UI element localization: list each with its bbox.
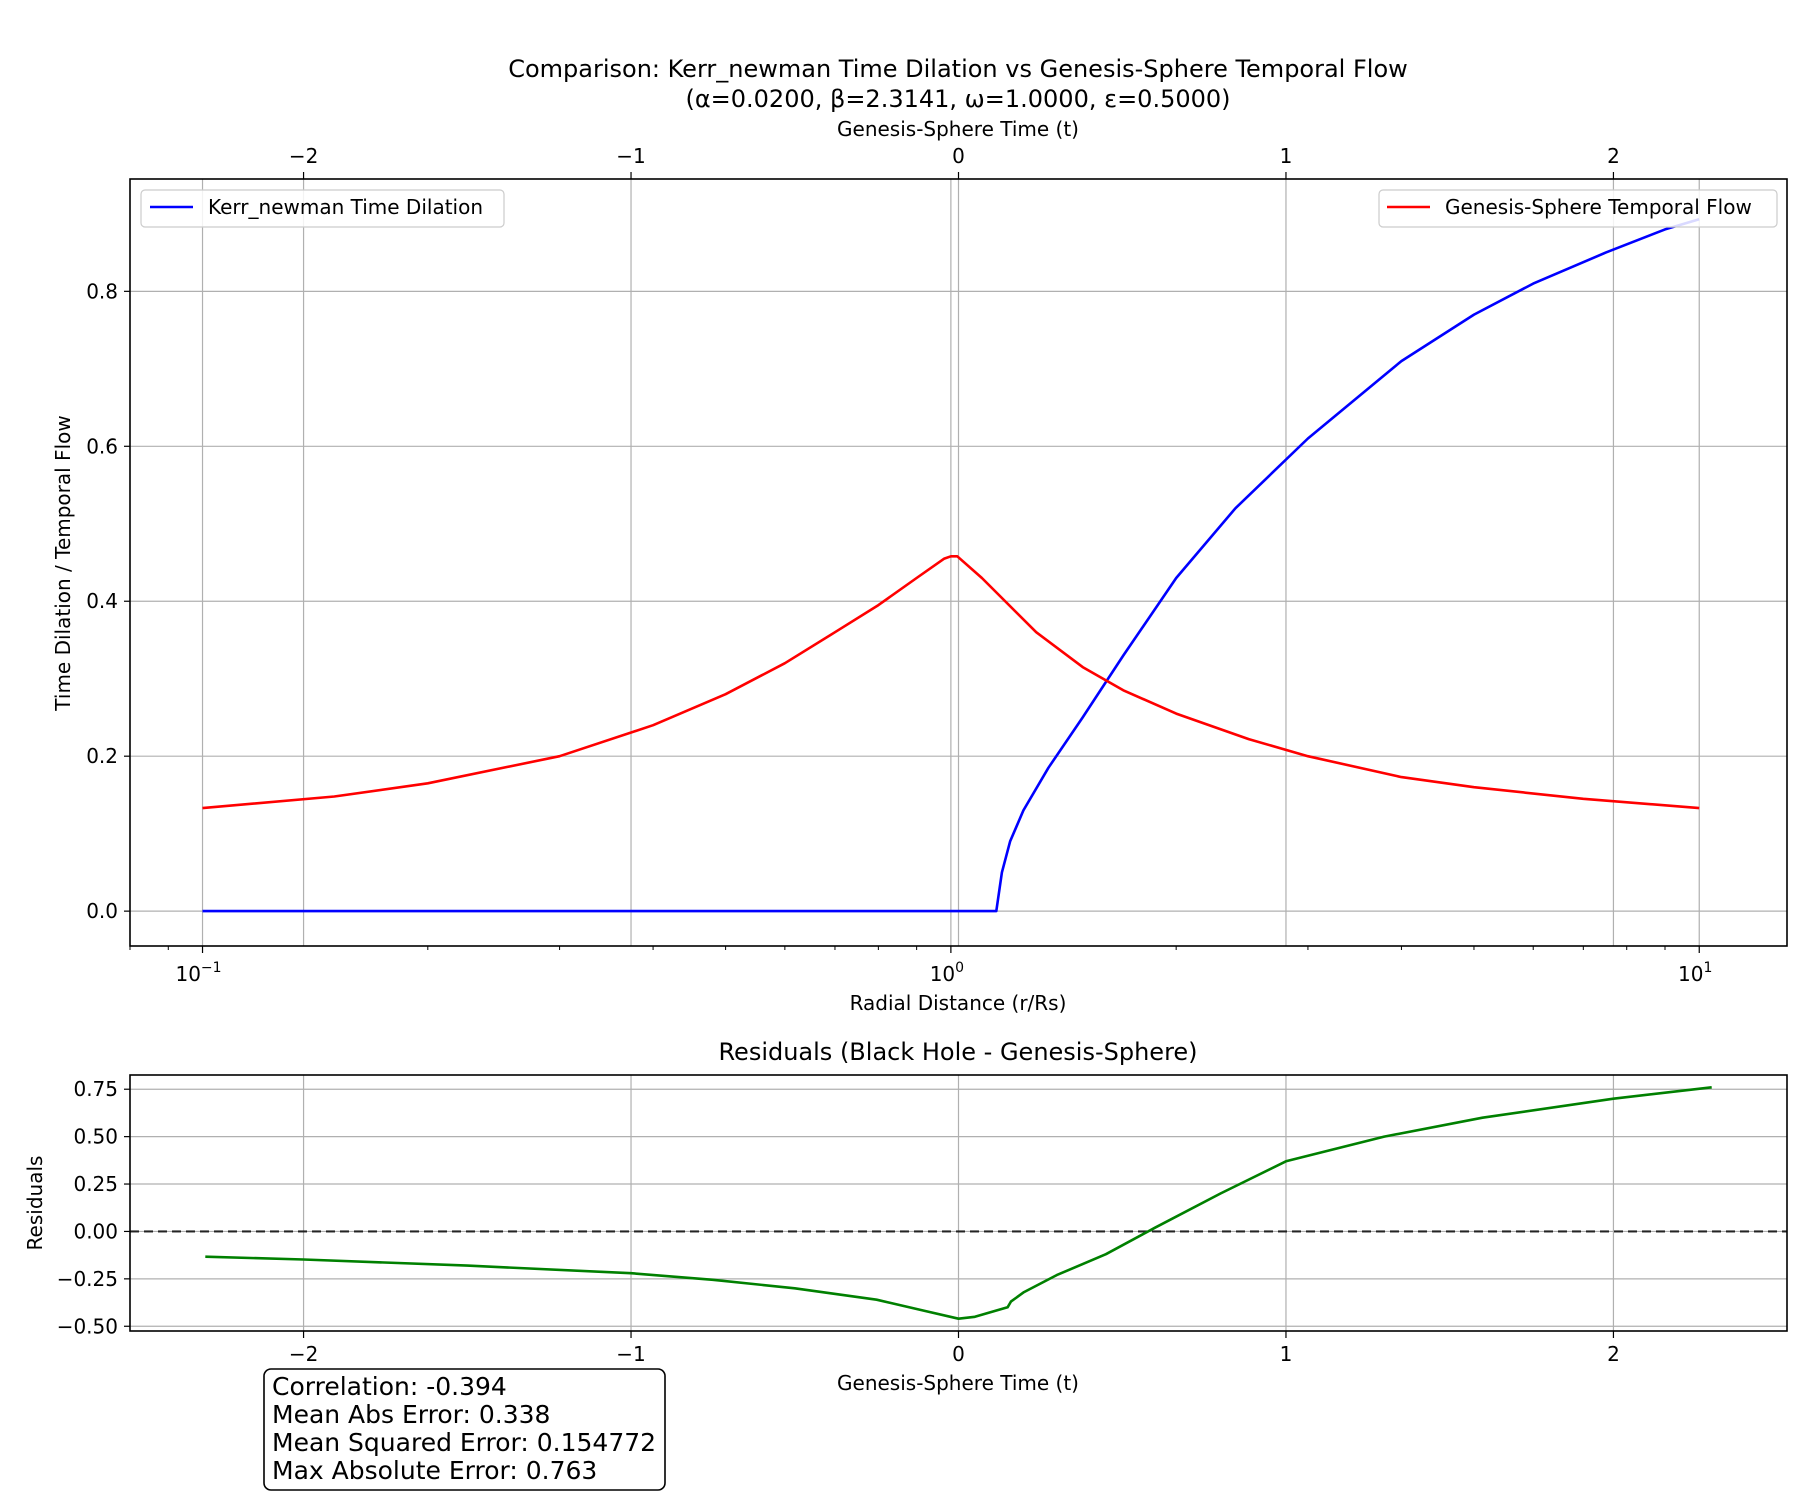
main-y-tick-label: 0.4 [86,589,118,613]
main-y-tick-label: 0.2 [86,744,118,768]
statistics-frame [263,1368,666,1491]
main-subtitle: (α=0.0200, β=2.3141, ω=1.0000, ε=0.5000) [685,85,1230,113]
series-line-kerr-newman [202,218,1700,913]
main-grid [130,179,1787,946]
main-x-tick-exponent: 1 [1704,960,1713,976]
residuals-x-tick-label: −2 [289,1342,318,1366]
legend-label-genesis-sphere: Genesis-Sphere Temporal Flow [1445,195,1752,219]
main-ticks: 0.00.20.40.60.810−1 100 101−2 −1 0 1 2 [86,144,1712,986]
main-x-tick-exponent: 0 [955,960,964,976]
residuals-ticks: −0.50 −0.25 0.00 0.25 0.50 0.75 −2 −1 0 1 2 [57,1077,1620,1366]
main-x-tick-label: 101 [1678,960,1712,986]
residuals-title: Residuals (Black Hole - Genesis-Sphere) [718,1038,1197,1066]
residuals-y-tick-label: 0.75 [73,1077,118,1101]
stat-mean-abs-error: Mean Abs Error: 0.338 [272,1400,550,1429]
residuals-x-tick-label: 2 [1607,1342,1620,1366]
main-y-tick-label: 0.0 [86,899,118,923]
main-plot-area [202,218,1700,913]
main-title: Comparison: Kerr_newman Time Dilation vs… [508,55,1408,83]
legend-box [140,189,505,228]
residuals-x-axis-label: Genesis-Sphere Time (t) [837,1371,1079,1395]
main-y-axis-label: Time Dilation / Temporal Flow [51,415,75,711]
main-y-tick-label: 0.8 [86,279,118,303]
main-top-tick-label: −2 [289,144,318,168]
main-top-tick-label: −1 [616,144,645,168]
main-y-tick-label: 0.6 [86,434,118,458]
main-x-tick-label: 100 [930,960,964,986]
residuals-y-axis-label: Residuals [23,1156,47,1251]
top-axis-label: Genesis-Sphere Time (t) [837,117,1079,141]
legend-box [1378,189,1778,228]
legend-genesis-sphere: Genesis-Sphere Temporal Flow [1378,189,1778,228]
residuals-x-tick-label: 1 [1280,1342,1293,1366]
legend-kerr-newman: Kerr_newman Time Dilation [140,189,505,228]
main-top-tick-label: 0 [952,144,965,168]
residuals-y-tick-label: 0.00 [73,1219,118,1243]
main-x-axis-label: Radial Distance (r/Rs) [850,991,1067,1015]
stat-mean-squared-error: Mean Squared Error: 0.154772 [272,1428,656,1457]
residuals-plot-area [130,1086,1787,1320]
statistics-box: Correlation: -0.394 Mean Abs Error: 0.33… [263,1368,666,1491]
legend-label-kerr-newman: Kerr_newman Time Dilation [208,195,483,219]
series-line-genesis-sphere [202,555,1700,810]
stat-correlation: Correlation: -0.394 [272,1372,507,1401]
main-x-tick-exponent: −1 [201,960,222,976]
main-x-tick-label: 10−1 [175,960,221,986]
residuals-chart: Residuals (Black Hole - Genesis-Sphere) … [23,1038,1788,1395]
series-line-residuals [205,1086,1712,1320]
residuals-y-tick-label: −0.50 [57,1314,118,1338]
main-top-tick-label: 1 [1280,144,1293,168]
main-chart: Comparison: Kerr_newman Time Dilation vs… [51,55,1788,1015]
main-top-tick-label: 2 [1607,144,1620,168]
residuals-y-tick-label: 0.50 [73,1125,118,1149]
stat-max-absolute-error: Max Absolute Error: 0.763 [272,1456,597,1485]
residuals-grid [130,1075,1787,1331]
residuals-x-tick-label: 0 [952,1342,965,1366]
residuals-y-tick-label: −0.25 [57,1267,118,1291]
residuals-y-tick-label: 0.25 [73,1172,118,1196]
residuals-x-tick-label: −1 [616,1342,645,1366]
